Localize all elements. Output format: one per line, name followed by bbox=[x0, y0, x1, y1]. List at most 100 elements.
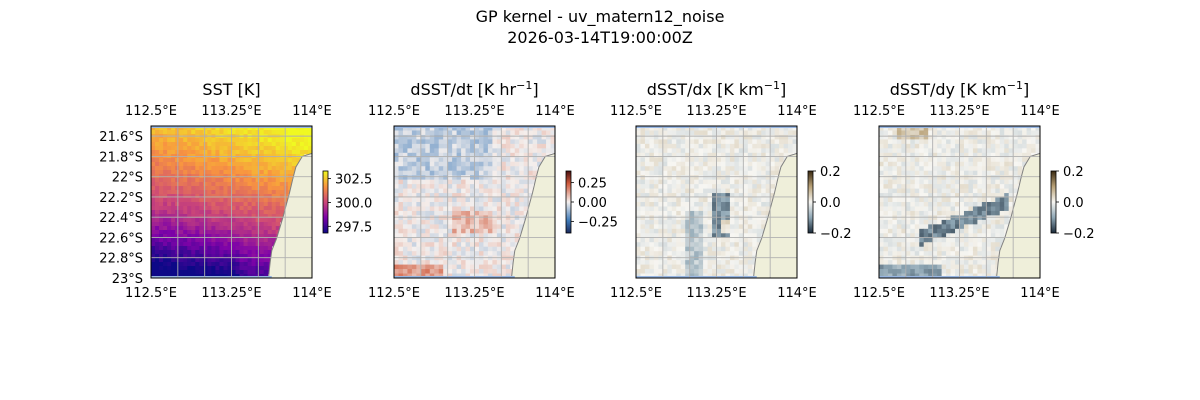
heatmap-cell bbox=[963, 130, 969, 136]
heatmap-cell bbox=[950, 152, 956, 158]
heatmap-cell bbox=[995, 148, 1001, 154]
heatmap-cell bbox=[950, 224, 956, 230]
heatmap-cell bbox=[653, 157, 659, 163]
heatmap-cell bbox=[151, 198, 156, 203]
heatmap-cell bbox=[211, 270, 216, 275]
heatmap-cell bbox=[231, 218, 236, 223]
heatmap-cell bbox=[514, 202, 520, 207]
heatmap-cell bbox=[219, 266, 224, 271]
heatmap-cell bbox=[195, 162, 200, 167]
heatmap-cell bbox=[950, 161, 956, 167]
heatmap-cell bbox=[685, 233, 691, 239]
heatmap-cell bbox=[923, 166, 929, 172]
heatmap-cell bbox=[963, 184, 969, 189]
heatmap-cell bbox=[528, 143, 534, 149]
heatmap-cell bbox=[452, 233, 458, 239]
heatmap-cell bbox=[667, 148, 673, 154]
heatmap-cell bbox=[725, 161, 731, 167]
heatmap-cell bbox=[275, 226, 281, 231]
heatmap-cell bbox=[676, 188, 682, 194]
x-tick-label-bottom: 112.5°E bbox=[853, 286, 905, 301]
heatmap-cell bbox=[770, 170, 776, 176]
heatmap-cell bbox=[959, 206, 965, 212]
heatmap-cell bbox=[191, 174, 196, 179]
heatmap-cell bbox=[263, 178, 269, 183]
heatmap-cell bbox=[662, 188, 668, 194]
heatmap-cell bbox=[712, 269, 717, 274]
heatmap-cell bbox=[990, 143, 996, 149]
heatmap-cell bbox=[914, 170, 920, 176]
heatmap-cell bbox=[456, 206, 462, 212]
heatmap-cell bbox=[179, 194, 184, 199]
heatmap-cell bbox=[671, 184, 677, 189]
heatmap-cell bbox=[720, 126, 726, 131]
heatmap-cell bbox=[416, 152, 422, 158]
heatmap-cell bbox=[972, 251, 978, 257]
heatmap-cell bbox=[287, 182, 293, 187]
heatmap-cell bbox=[910, 269, 916, 274]
heatmap-cell bbox=[716, 264, 722, 270]
heatmap-cell bbox=[167, 174, 172, 179]
heatmap-cell bbox=[689, 161, 695, 167]
heatmap-cell bbox=[901, 269, 907, 274]
heatmap-cell bbox=[550, 130, 555, 136]
heatmap-cell bbox=[707, 242, 713, 248]
heatmap-cell bbox=[465, 197, 471, 203]
heatmap-cell bbox=[694, 237, 700, 243]
heatmap-cell bbox=[183, 150, 188, 155]
heatmap-cell bbox=[407, 166, 413, 172]
heatmap-cell bbox=[720, 242, 726, 248]
heatmap-cell bbox=[743, 233, 749, 239]
heatmap-cell bbox=[761, 139, 767, 145]
heatmap-cell bbox=[452, 139, 458, 145]
heatmap-cell bbox=[725, 175, 731, 181]
heatmap-cell bbox=[223, 150, 228, 155]
heatmap-cell bbox=[402, 215, 408, 221]
heatmap-cell bbox=[658, 202, 664, 207]
heatmap-cell bbox=[179, 214, 184, 219]
panel-title: SST [K] bbox=[202, 80, 260, 99]
heatmap-cell bbox=[981, 130, 987, 136]
heatmap-cell bbox=[703, 202, 708, 207]
heatmap-cell bbox=[896, 157, 902, 163]
heatmap-cell bbox=[211, 254, 216, 259]
heatmap-cell bbox=[215, 194, 220, 199]
heatmap-cell bbox=[299, 130, 305, 135]
heatmap-cell bbox=[219, 202, 224, 207]
heatmap-cell bbox=[528, 134, 534, 140]
heatmap-cell bbox=[1008, 170, 1014, 176]
heatmap-cell bbox=[420, 237, 426, 243]
heatmap-cell bbox=[447, 264, 453, 270]
heatmap-cell bbox=[747, 139, 753, 145]
heatmap-cell bbox=[640, 242, 646, 248]
heatmap-cell bbox=[171, 214, 176, 219]
heatmap-cell bbox=[883, 210, 889, 216]
heatmap-cell bbox=[167, 162, 172, 167]
heatmap-cell bbox=[183, 258, 188, 263]
heatmap-cell bbox=[483, 251, 489, 257]
heatmap-cell bbox=[175, 174, 180, 179]
heatmap-cell bbox=[219, 194, 224, 199]
heatmap-cell bbox=[941, 152, 947, 158]
heatmap-cell bbox=[171, 258, 176, 263]
heatmap-cell bbox=[163, 126, 168, 131]
heatmap-cell bbox=[219, 178, 224, 183]
heatmap-cell bbox=[995, 157, 1001, 163]
heatmap-cell bbox=[456, 134, 462, 140]
heatmap-cell bbox=[892, 143, 898, 149]
heatmap-cell bbox=[694, 188, 700, 194]
heatmap-cell bbox=[919, 273, 925, 278]
heatmap-cell bbox=[1013, 134, 1019, 140]
heatmap-cell bbox=[950, 130, 956, 136]
heatmap-cell bbox=[215, 198, 220, 203]
heatmap-cell bbox=[662, 228, 668, 234]
heatmap-cell bbox=[443, 260, 449, 265]
heatmap-cell bbox=[703, 179, 708, 185]
heatmap-cell bbox=[950, 126, 956, 131]
heatmap-cell bbox=[946, 206, 951, 212]
heatmap-cell bbox=[215, 182, 220, 187]
heatmap-cell bbox=[649, 148, 655, 154]
heatmap-cell bbox=[658, 273, 664, 278]
heatmap-cell bbox=[183, 182, 188, 187]
heatmap-cell bbox=[792, 126, 797, 131]
